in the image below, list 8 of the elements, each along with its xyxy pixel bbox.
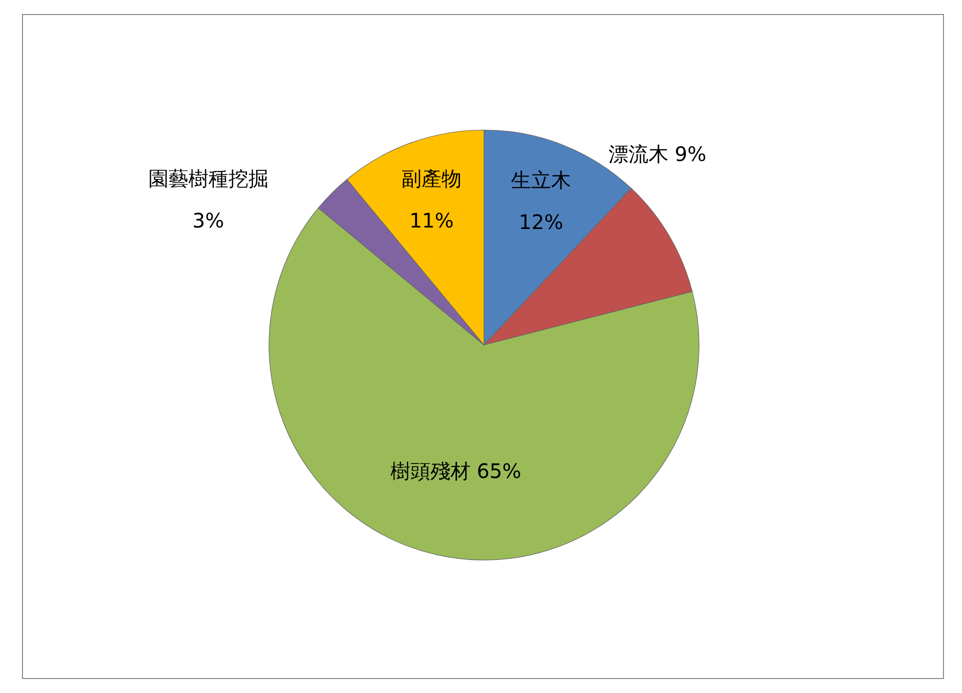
slice-label: 漂流木 9% [608, 142, 706, 166]
data-label: 12% [518, 210, 564, 234]
data-label: 3% [192, 208, 224, 233]
data-label: 11% [409, 208, 454, 232]
slice-label: 樹頭殘材 65% [390, 458, 522, 483]
slice-label: 園藝樹種挖掘 [148, 166, 268, 191]
slice-label: 生立木 [510, 168, 571, 192]
slice-label: 副產物 [402, 166, 462, 190]
